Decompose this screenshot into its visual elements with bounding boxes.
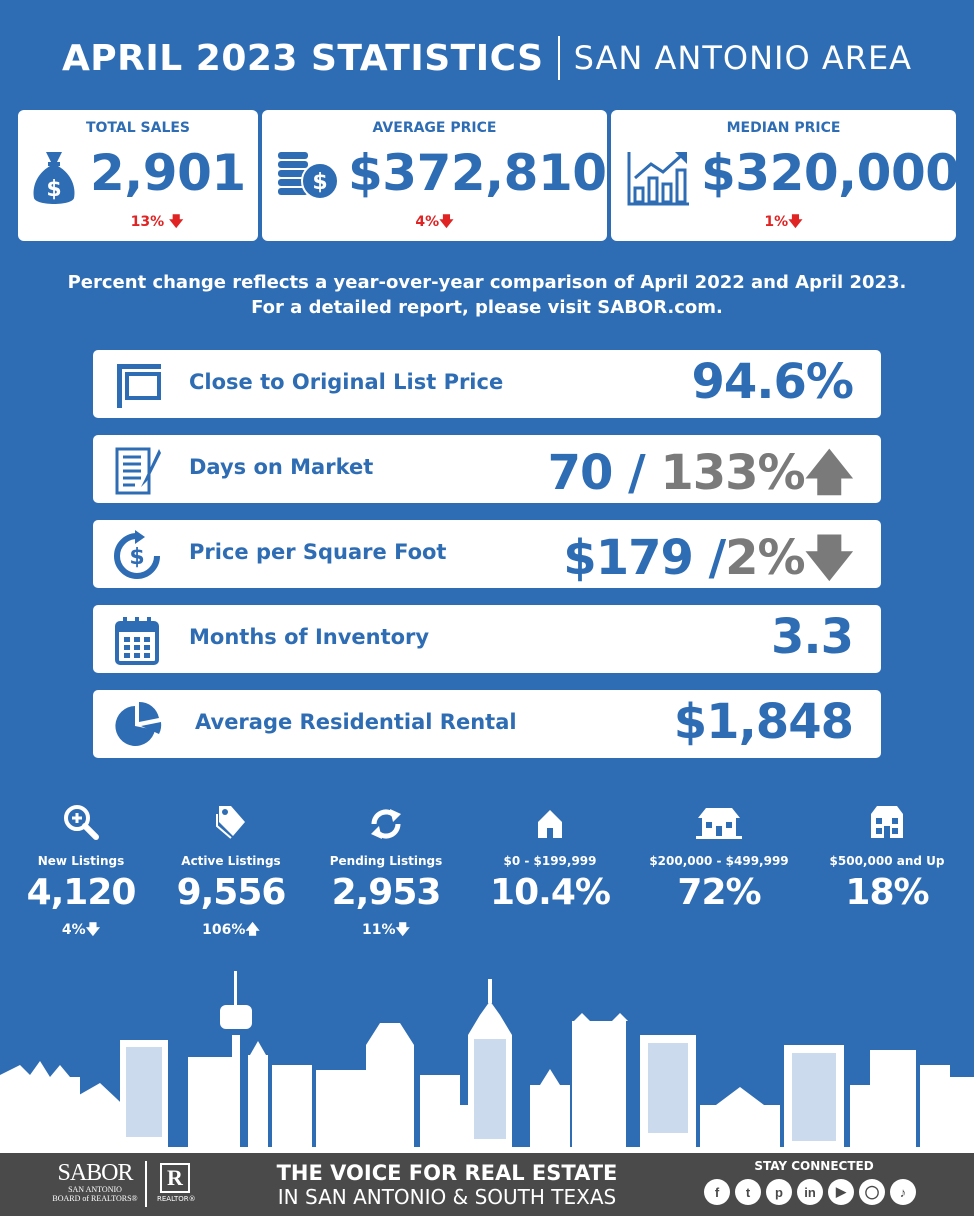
row-label: Close to Original List Price bbox=[189, 370, 504, 394]
card-label: AVERAGE PRICE bbox=[372, 120, 497, 136]
coins-icon: $ bbox=[278, 152, 339, 200]
money-bag-icon: $ bbox=[33, 152, 75, 204]
average-price-card: AVERAGE PRICE $ $372,810 4%🡇 bbox=[262, 110, 607, 241]
dollar-cycle-icon: $ bbox=[114, 530, 160, 579]
title-divider bbox=[557, 36, 560, 80]
price-per-sqft-value: $179 /2%🡇 bbox=[563, 530, 854, 586]
price-tag-icon bbox=[216, 806, 245, 839]
svg-text:$: $ bbox=[312, 170, 327, 195]
close-to-list-value: 94.6% bbox=[691, 354, 854, 410]
total-sales-value: 2,901 bbox=[90, 144, 246, 202]
new-listings-stat: New Listings 4,120 4%🡇 bbox=[0, 796, 162, 943]
footer-slogan: THE VOICE FOR REAL ESTATE IN SAN ANTONIO… bbox=[276, 1161, 618, 1209]
average-price-value: $372,810 bbox=[348, 144, 607, 202]
stat-change: 4%🡇 bbox=[61, 922, 101, 938]
months-inventory-row: Months of Inventory 3.3 bbox=[93, 605, 881, 673]
arrow-down-icon: 🡇 bbox=[168, 214, 184, 230]
stat-change: 106%🡅 bbox=[202, 922, 260, 938]
arrow-down-icon: 🡇 bbox=[395, 922, 410, 938]
pie-chart-icon bbox=[115, 701, 162, 746]
close-to-list-row: Close to Original List Price 94.6% bbox=[93, 350, 881, 418]
stat-label: Pending Listings bbox=[329, 854, 443, 868]
stat-value: 72% bbox=[677, 872, 761, 913]
total-sales-card: TOTAL SALES $ 2,901 13% 🡇 bbox=[18, 110, 258, 241]
page-title: APRIL 2023 STATISTICS bbox=[61, 37, 544, 79]
calendar-icon bbox=[115, 617, 159, 665]
stat-value: 18% bbox=[845, 872, 929, 913]
row-label: Average Residential Rental bbox=[195, 710, 517, 734]
note-line-2: For a detailed report, please visit SABO… bbox=[251, 297, 723, 318]
active-listings-stat: Active Listings 9,556 106%🡅 bbox=[150, 796, 312, 943]
large-house-icon bbox=[871, 806, 903, 838]
median-price-change: 1%🡇 bbox=[764, 214, 803, 230]
row-label: Price per Square Foot bbox=[189, 540, 447, 564]
average-price-change: 4%🡇 bbox=[415, 214, 454, 230]
card-label: TOTAL SALES bbox=[85, 120, 191, 136]
svg-text:$: $ bbox=[46, 177, 61, 202]
realtor-logo: R REALTOR® bbox=[157, 1163, 196, 1203]
price-range-mid-stat: $200,000 - $499,999 72% bbox=[638, 796, 800, 913]
stat-label: New Listings bbox=[37, 854, 125, 868]
page-header: APRIL 2023 STATISTICS SAN ANTONIO AREA bbox=[0, 30, 974, 86]
instagram-icon[interactable]: ◯ bbox=[859, 1179, 885, 1205]
city-skyline-illustration bbox=[0, 971, 974, 1155]
median-price-card: MEDIAN PRICE $320,000 1%🡇 bbox=[611, 110, 960, 241]
days-on-market-row: Days on Market 70 / 133%🡅 bbox=[93, 435, 881, 503]
stat-label: $500,000 and Up bbox=[829, 854, 945, 868]
refresh-icon bbox=[371, 809, 401, 839]
logo-divider bbox=[145, 1161, 147, 1207]
checklist-icon bbox=[115, 447, 161, 495]
arrow-down-icon: 🡇 bbox=[788, 214, 803, 230]
footer-bar: SABOR SAN ANTONIO BOARD of REALTORS® R R… bbox=[0, 1153, 974, 1216]
note-line-1: Percent change reflects a year-over-year… bbox=[67, 272, 907, 293]
days-on-market-value: 70 / 133%🡅 bbox=[547, 445, 854, 501]
price-per-sqft-row: $ Price per Square Foot $179 /2%🡇 bbox=[93, 520, 881, 588]
growth-chart-icon bbox=[627, 152, 689, 206]
stay-connected-label: STAY CONNECTED bbox=[754, 1159, 874, 1173]
linkedin-icon[interactable]: in bbox=[797, 1179, 823, 1205]
facebook-icon[interactable]: f bbox=[704, 1179, 730, 1205]
stat-label: $0 - $199,999 bbox=[503, 854, 597, 868]
twitter-icon[interactable]: t bbox=[735, 1179, 761, 1205]
arrow-down-icon: 🡇 bbox=[85, 922, 101, 938]
avg-rental-value: $1,848 bbox=[673, 694, 854, 750]
total-sales-change: 13% 🡇 bbox=[130, 214, 184, 230]
pinterest-icon[interactable]: p bbox=[766, 1179, 792, 1205]
arrow-down-icon: 🡇 bbox=[804, 530, 854, 586]
stat-label: $200,000 - $499,999 bbox=[649, 854, 789, 868]
arrow-up-icon: 🡅 bbox=[245, 922, 260, 938]
stat-value: 9,556 bbox=[176, 872, 287, 913]
price-range-high-stat: $500,000 and Up 18% bbox=[806, 796, 968, 913]
svg-text:$: $ bbox=[129, 545, 144, 570]
sabor-logo: SABOR SAN ANTONIO BOARD of REALTORS® bbox=[52, 1160, 138, 1203]
price-range-low-stat: $0 - $199,999 10.4% bbox=[469, 796, 631, 913]
median-price-value: $320,000 bbox=[701, 144, 960, 202]
stat-change: 11%🡇 bbox=[362, 922, 410, 938]
stat-value: 4,120 bbox=[26, 872, 137, 913]
sign-icon bbox=[117, 364, 161, 408]
page-subtitle: SAN ANTONIO AREA bbox=[573, 39, 913, 77]
stat-value: 2,953 bbox=[331, 872, 442, 913]
tiktok-icon[interactable]: ♪ bbox=[890, 1179, 916, 1205]
stat-label: Active Listings bbox=[181, 854, 281, 868]
months-inventory-value: 3.3 bbox=[770, 609, 854, 665]
social-links: f t p in ▶ ◯ ♪ bbox=[704, 1179, 916, 1205]
row-label: Days on Market bbox=[189, 455, 374, 479]
small-house-icon bbox=[538, 810, 562, 838]
arrow-down-icon: 🡇 bbox=[439, 214, 454, 230]
medium-house-icon bbox=[696, 808, 742, 839]
stat-value: 10.4% bbox=[490, 872, 611, 913]
pending-listings-stat: Pending Listings 2,953 11%🡇 bbox=[305, 796, 467, 943]
row-label: Months of Inventory bbox=[189, 625, 430, 649]
magnify-plus-icon bbox=[64, 805, 99, 840]
card-label: MEDIAN PRICE bbox=[726, 120, 841, 136]
arrow-up-icon: 🡅 bbox=[804, 445, 854, 501]
avg-rental-row: Average Residential Rental $1,848 bbox=[93, 690, 881, 758]
youtube-icon[interactable]: ▶ bbox=[828, 1179, 854, 1205]
